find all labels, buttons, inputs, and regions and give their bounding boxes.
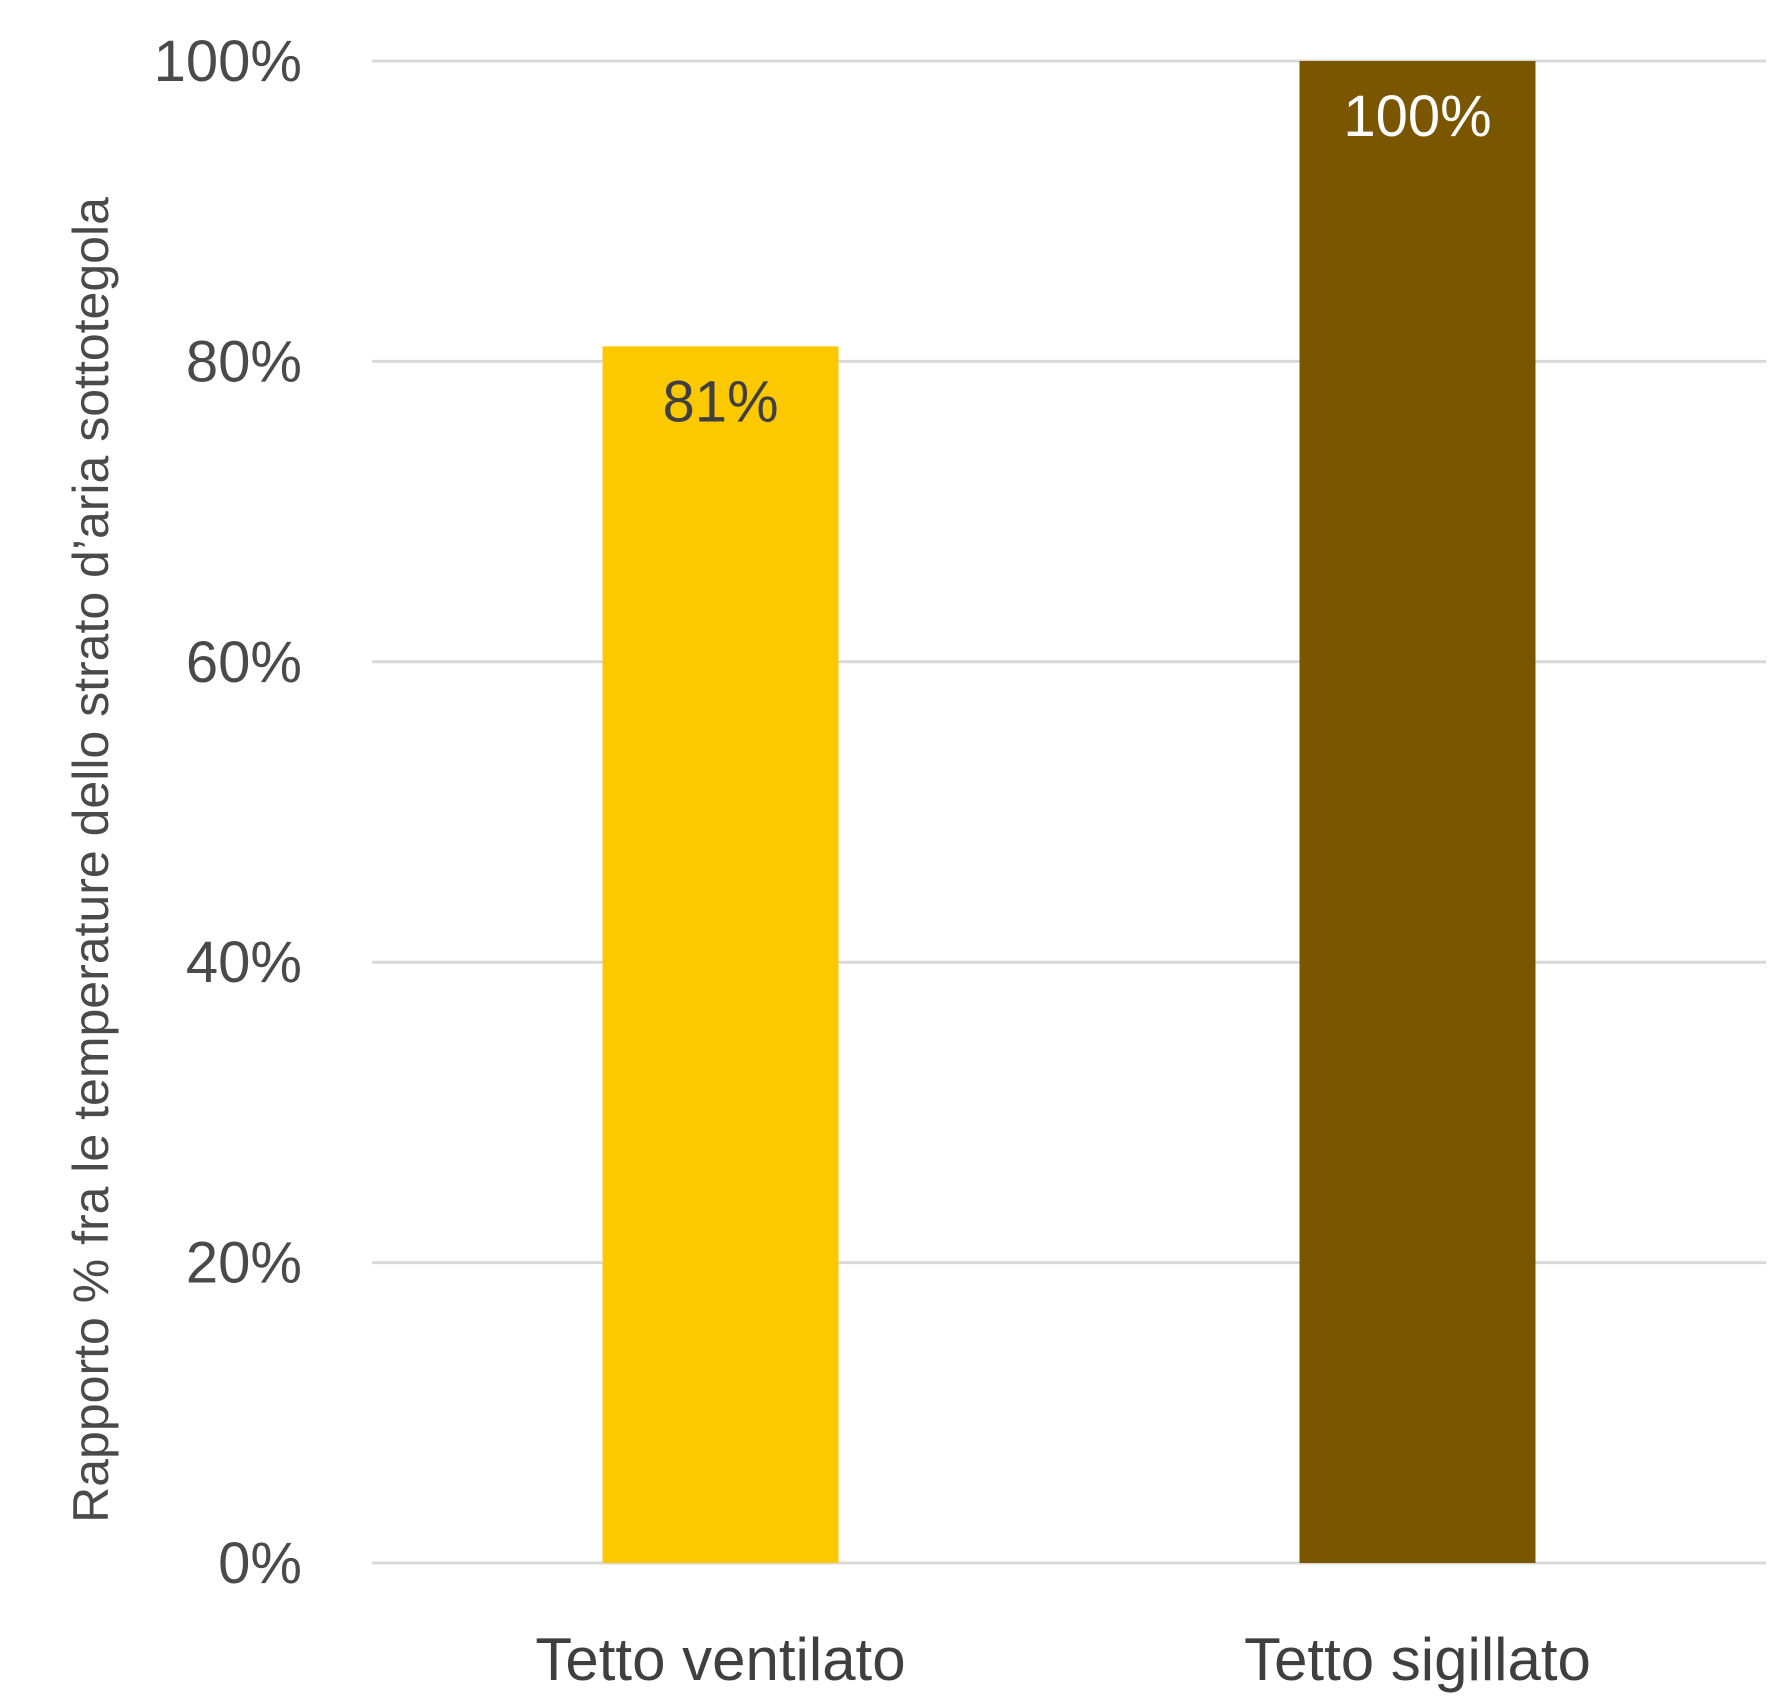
y-tick-label: 40% bbox=[186, 930, 302, 995]
y-tick-label: 60% bbox=[186, 630, 302, 695]
y-tick-label: 80% bbox=[186, 329, 302, 394]
bar bbox=[602, 346, 839, 1563]
data-labels: 81% 100% bbox=[662, 84, 1491, 434]
y-tick-labels: 0% 20% 40% 60% 80% 100% bbox=[154, 29, 302, 1596]
bar bbox=[1299, 61, 1536, 1563]
gridlines bbox=[372, 59, 1766, 1565]
bars bbox=[602, 61, 1536, 1563]
data-label: 100% bbox=[1343, 84, 1491, 149]
x-category-label: Tetto sigillato bbox=[1244, 1626, 1591, 1693]
data-label: 81% bbox=[662, 369, 778, 434]
y-axis-title: Rapporto % fra le temperature dello stra… bbox=[63, 197, 119, 1523]
x-category-label: Tetto ventilato bbox=[535, 1626, 905, 1693]
x-category-labels: Tetto ventilato Tetto sigillato bbox=[535, 1626, 1591, 1693]
y-tick-label: 100% bbox=[154, 29, 302, 94]
y-tick-label: 20% bbox=[186, 1231, 302, 1296]
y-tick-label: 0% bbox=[218, 1531, 302, 1596]
